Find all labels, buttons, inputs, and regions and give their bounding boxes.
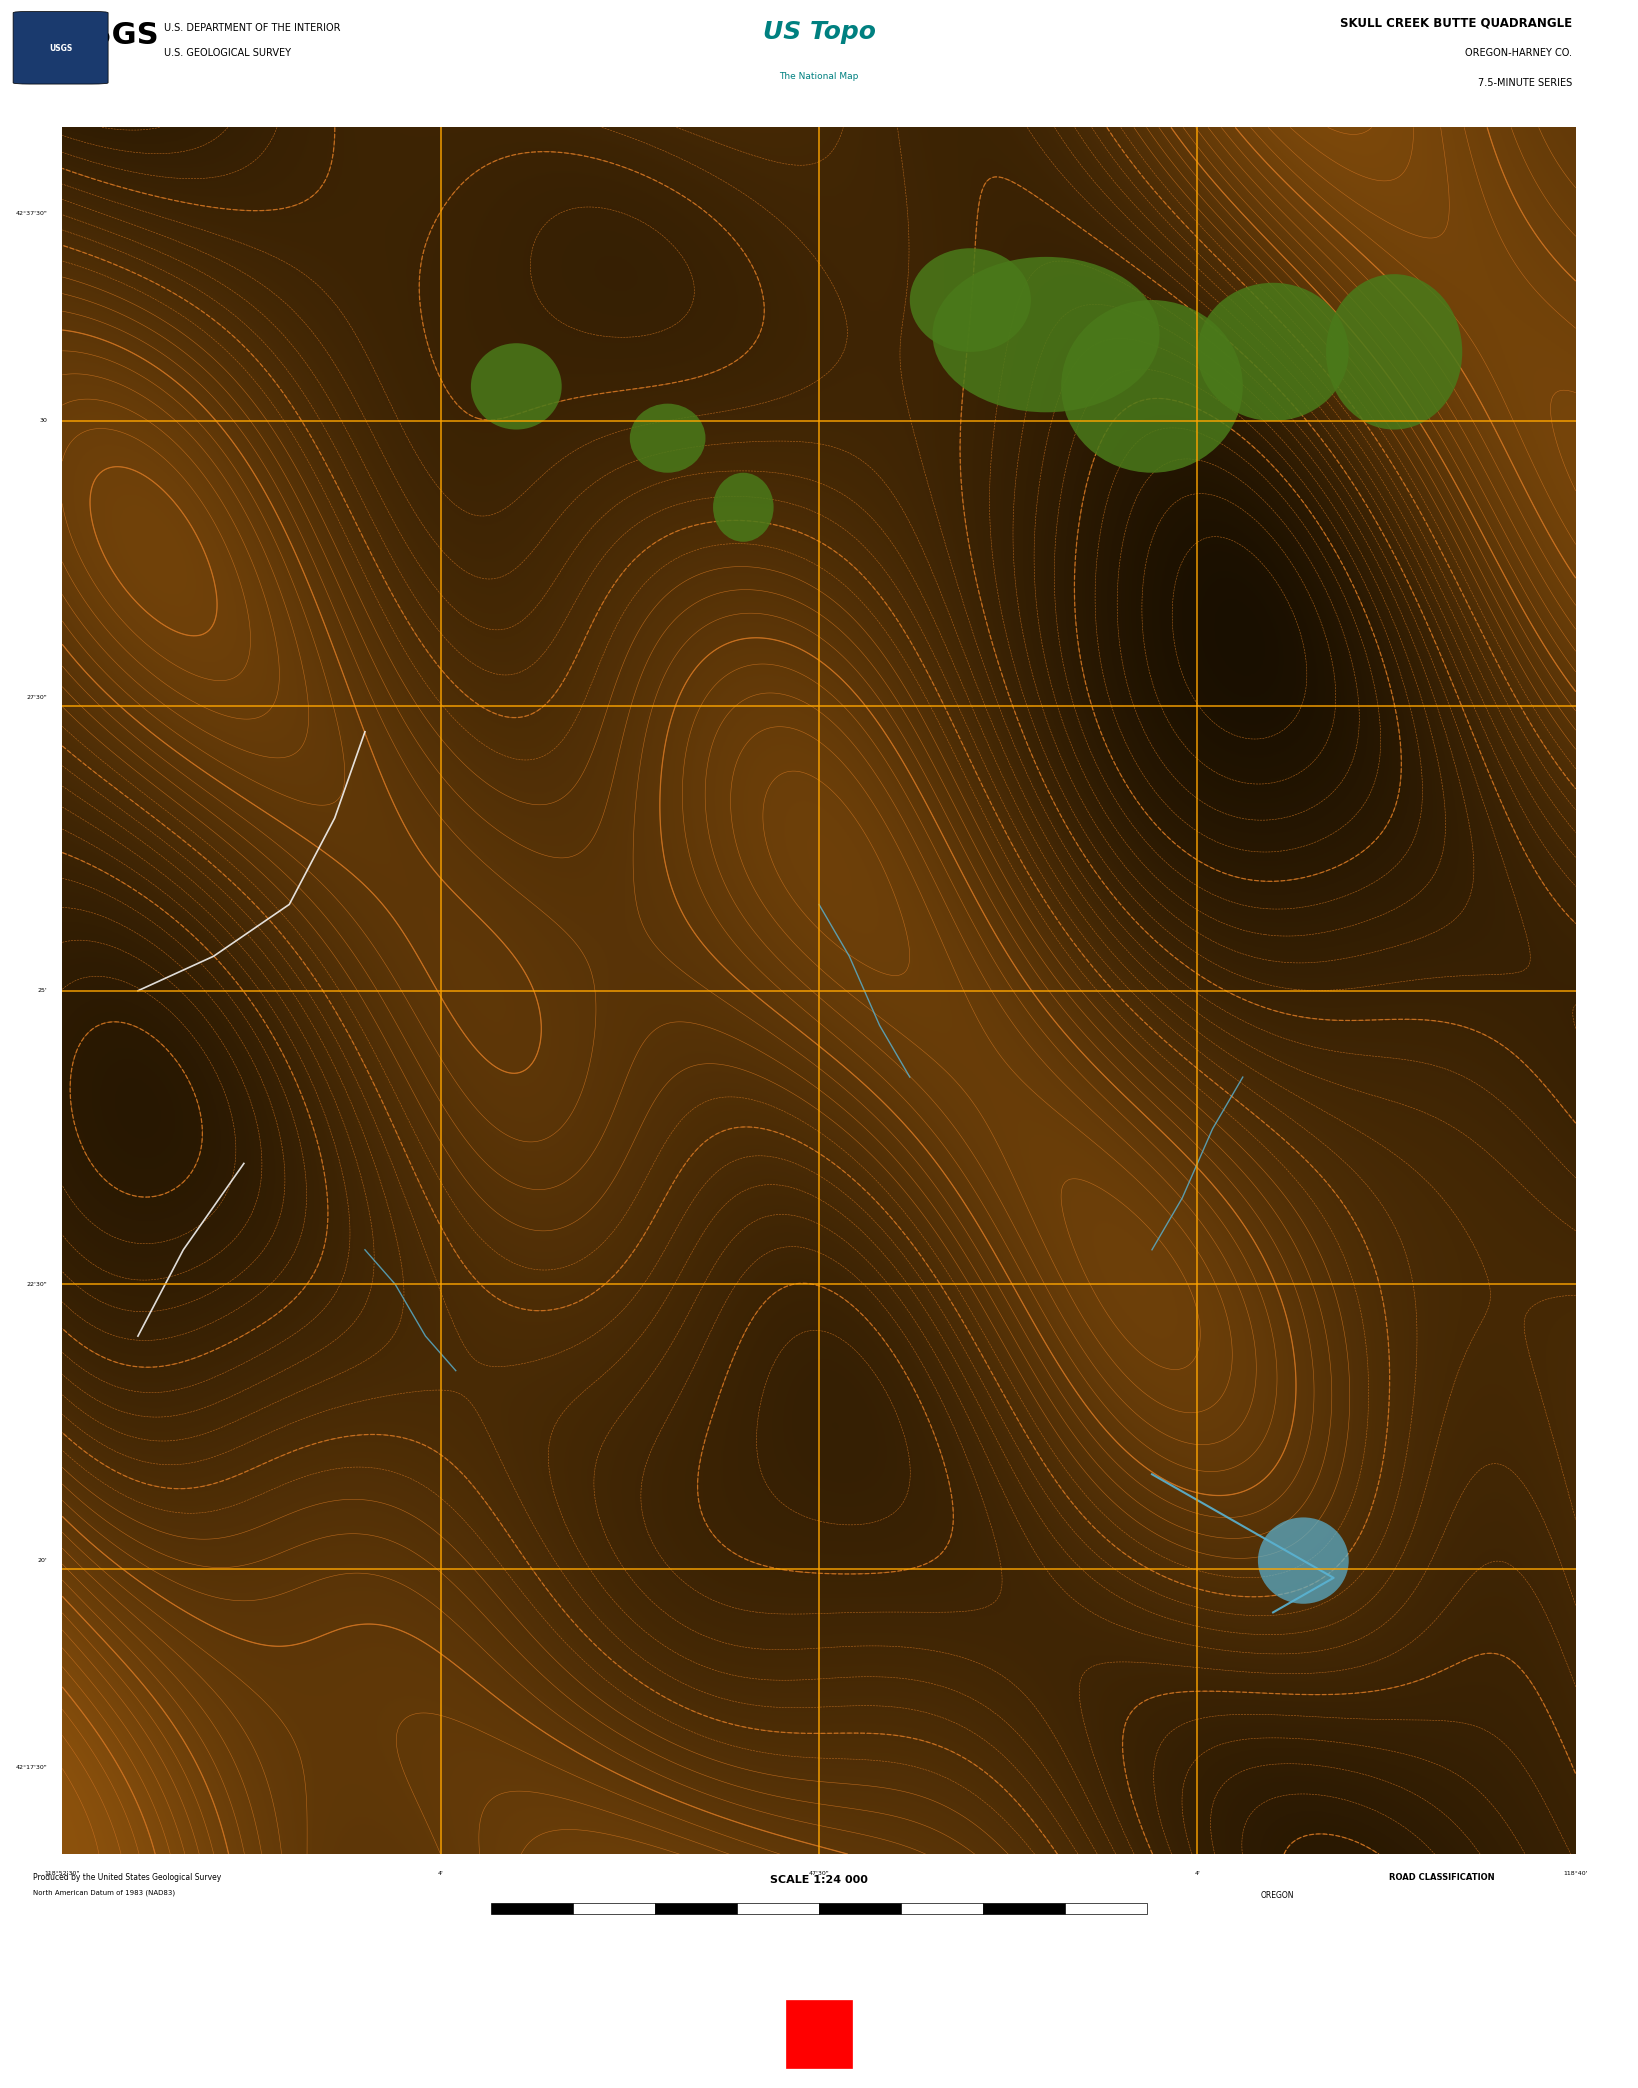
Bar — [901, 1902, 983, 1915]
Ellipse shape — [1197, 282, 1348, 422]
Text: OREGON: OREGON — [1261, 1892, 1294, 1900]
Text: US Topo: US Topo — [763, 21, 875, 44]
FancyBboxPatch shape — [13, 10, 108, 84]
Bar — [786, 2000, 852, 2067]
Ellipse shape — [909, 248, 1030, 353]
Text: USGS: USGS — [49, 44, 72, 52]
Ellipse shape — [1327, 274, 1463, 430]
Bar — [1065, 1902, 1147, 1915]
Bar — [573, 1902, 655, 1915]
Text: 118°40': 118°40' — [1564, 1871, 1587, 1877]
Text: 118°52'30": 118°52'30" — [44, 1871, 80, 1877]
Ellipse shape — [1061, 301, 1243, 472]
Ellipse shape — [713, 472, 773, 541]
Text: 25': 25' — [38, 988, 48, 994]
Text: U.S. GEOLOGICAL SURVEY: U.S. GEOLOGICAL SURVEY — [164, 48, 292, 58]
Ellipse shape — [629, 403, 706, 472]
Text: Produced by the United States Geological Survey: Produced by the United States Geological… — [33, 1873, 221, 1881]
Text: 20': 20' — [38, 1558, 48, 1564]
Text: The National Map: The National Map — [780, 71, 858, 81]
Text: 30: 30 — [39, 418, 48, 424]
Text: OREGON-HARNEY CO.: OREGON-HARNEY CO. — [1466, 48, 1572, 58]
Ellipse shape — [932, 257, 1160, 411]
Ellipse shape — [1258, 1518, 1348, 1604]
Text: 4': 4' — [437, 1871, 444, 1877]
Ellipse shape — [470, 342, 562, 430]
Text: 47'30": 47'30" — [809, 1871, 829, 1877]
Text: 4': 4' — [1194, 1871, 1201, 1877]
Text: ROAD CLASSIFICATION: ROAD CLASSIFICATION — [1389, 1873, 1494, 1881]
Text: 42°37'30": 42°37'30" — [15, 211, 48, 217]
Text: 42°17'30": 42°17'30" — [15, 1764, 48, 1771]
Text: SCALE 1:24 000: SCALE 1:24 000 — [770, 1875, 868, 1885]
Text: 27'30": 27'30" — [26, 695, 48, 699]
Text: USGS: USGS — [66, 21, 159, 50]
Text: U.S. DEPARTMENT OF THE INTERIOR: U.S. DEPARTMENT OF THE INTERIOR — [164, 23, 341, 33]
Bar — [491, 1902, 573, 1915]
Text: SKULL CREEK BUTTE QUADRANGLE: SKULL CREEK BUTTE QUADRANGLE — [1340, 17, 1572, 29]
Text: 7.5-MINUTE SERIES: 7.5-MINUTE SERIES — [1477, 77, 1572, 88]
Text: 22'30": 22'30" — [26, 1282, 48, 1286]
Bar — [819, 1902, 901, 1915]
Bar — [655, 1902, 737, 1915]
Text: North American Datum of 1983 (NAD83): North American Datum of 1983 (NAD83) — [33, 1890, 175, 1896]
Bar — [983, 1902, 1065, 1915]
Bar — [737, 1902, 819, 1915]
